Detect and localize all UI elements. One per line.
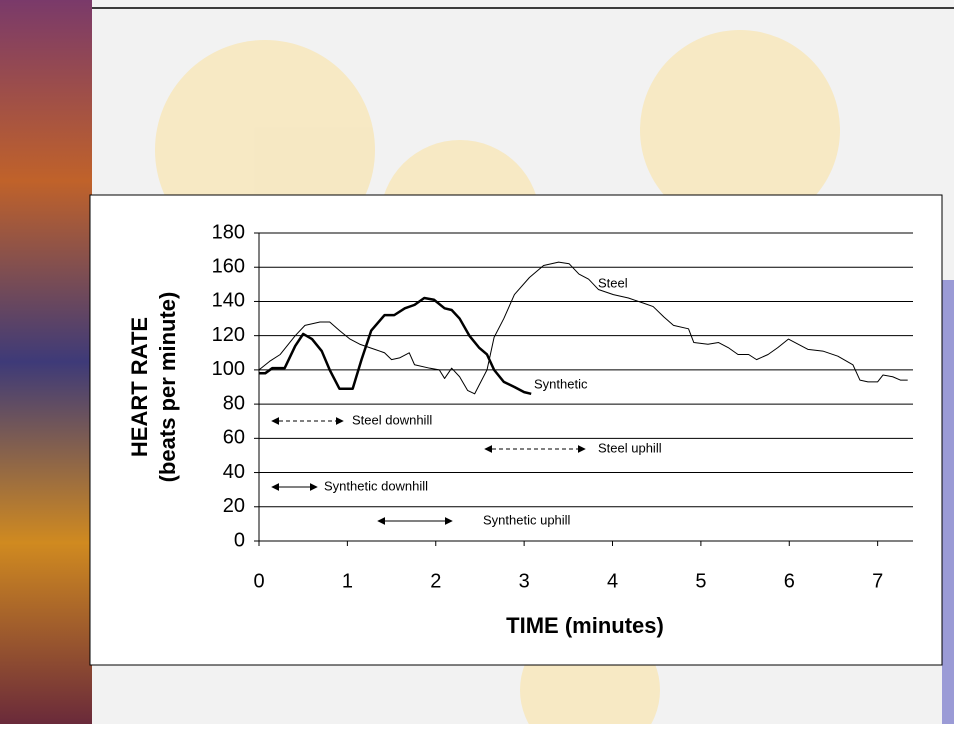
series-label: Synthetic <box>534 376 588 391</box>
series-label: Steel <box>598 275 628 290</box>
y-axis-title: (beats per minute) <box>155 292 180 483</box>
x-tick-label: 0 <box>253 570 264 592</box>
annotation: Steel downhill <box>352 412 432 427</box>
decor-strip <box>0 0 92 724</box>
y-tick-label: 100 <box>212 358 245 380</box>
y-tick-label: 120 <box>212 324 245 346</box>
x-tick-label: 5 <box>695 570 706 592</box>
x-axis-title: TIME (minutes) <box>506 613 664 638</box>
x-tick-label: 2 <box>430 570 441 592</box>
x-tick-label: 3 <box>519 570 530 592</box>
decor-bar <box>942 280 954 724</box>
y-axis-title: HEART RATE <box>127 317 152 457</box>
y-tick-label: 180 <box>212 221 245 243</box>
y-tick-label: 40 <box>223 461 245 483</box>
annotation: Synthetic uphill <box>483 512 571 527</box>
y-tick-label: 0 <box>234 529 245 551</box>
y-tick-label: 20 <box>223 495 245 517</box>
x-tick-label: 4 <box>607 570 618 592</box>
y-tick-label: 60 <box>223 427 245 449</box>
slide: HEART RATE (beats per minute) TIME (minu… <box>0 0 954 724</box>
y-tick-label: 160 <box>212 256 245 278</box>
y-tick-label: 140 <box>212 290 245 312</box>
page: {"chart_data": { "type": "line", "x_labe… <box>0 0 954 724</box>
x-tick-label: 1 <box>342 570 353 592</box>
x-tick-label: 7 <box>872 570 883 592</box>
x-tick-label: 6 <box>784 570 795 592</box>
annotation: Synthetic downhill <box>324 478 428 493</box>
annotation: Steel uphill <box>598 440 662 455</box>
y-tick-label: 80 <box>223 392 245 414</box>
